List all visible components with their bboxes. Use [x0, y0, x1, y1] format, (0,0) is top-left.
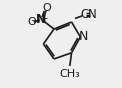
- Text: N: N: [79, 30, 89, 43]
- Text: O: O: [27, 17, 36, 27]
- Text: N: N: [88, 8, 97, 21]
- Text: −: −: [30, 15, 38, 24]
- Text: N: N: [36, 13, 46, 26]
- Text: O: O: [43, 3, 51, 13]
- Text: +: +: [41, 14, 48, 23]
- Text: C: C: [80, 8, 88, 21]
- Text: CH₃: CH₃: [59, 69, 80, 79]
